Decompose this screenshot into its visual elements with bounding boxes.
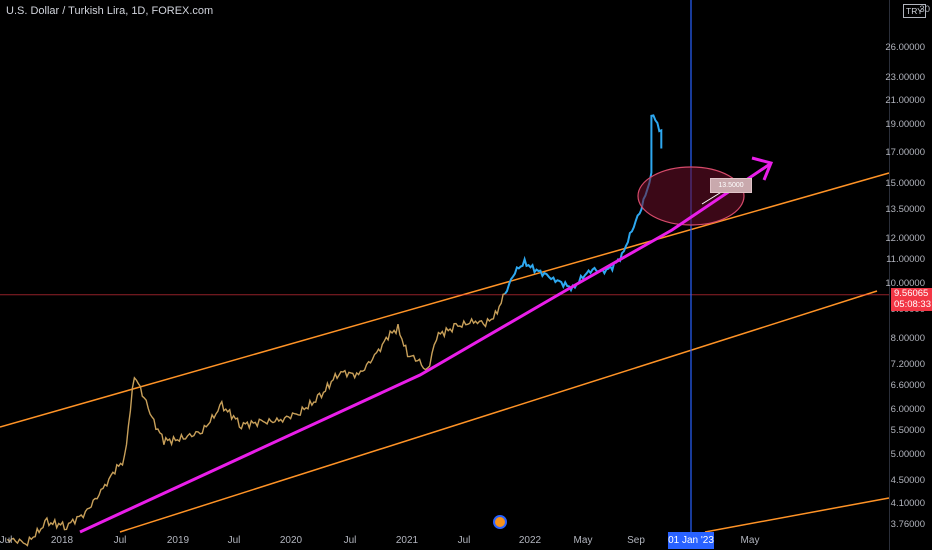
time-tick-label: Jul xyxy=(0,535,13,546)
price-tick-label: 5.00000 xyxy=(890,448,925,460)
time-tick-label: Jul xyxy=(227,535,241,546)
highlighted-date-badge: 01 Jan '23 xyxy=(668,532,714,549)
channel-lower-line xyxy=(704,497,890,533)
time-tick-label: 2021 xyxy=(395,535,419,546)
time-tick-label: 2022 xyxy=(518,535,542,546)
countdown-timer: 05:08:33 xyxy=(894,299,931,310)
current-price-badge: 9.56065 05:08:33 xyxy=(891,288,932,311)
price-tick-label: 13.50000 xyxy=(885,203,925,215)
price-tick-label: 10.00000 xyxy=(885,277,925,289)
price-tick-label: 6.00000 xyxy=(890,403,925,415)
time-tick-label: Sep xyxy=(627,535,645,546)
price-tick-label: 17.00000 xyxy=(885,146,925,158)
price-tick-label: 15.00000 xyxy=(885,177,925,189)
currency-logo-icon[interactable] xyxy=(493,515,507,529)
current-price-value: 9.56065 xyxy=(894,288,929,299)
price-tick-label: 8.00000 xyxy=(890,332,925,344)
price-series xyxy=(6,114,663,547)
price-tick-label: 4.10000 xyxy=(890,497,925,509)
price-tick-label: 7.20000 xyxy=(890,358,925,370)
price-tick-label: 6.60000 xyxy=(890,380,925,392)
projection-price-line xyxy=(504,114,663,295)
price-axis-border xyxy=(889,0,890,550)
time-tick-label: 2020 xyxy=(279,535,303,546)
price-tick-top-fragment: 30 xyxy=(919,4,930,15)
time-tick-label: Jul xyxy=(113,535,127,546)
channel-middle-line xyxy=(119,290,878,533)
price-tick-label: 5.50000 xyxy=(890,425,925,437)
price-tick-label: 19.00000 xyxy=(885,119,925,131)
time-tick-label: Jul xyxy=(343,535,357,546)
currency-badge[interactable]: TRY xyxy=(903,4,926,18)
price-tick-label: 3.76000 xyxy=(890,519,925,530)
trend-arrow-line xyxy=(79,162,771,534)
price-tick-label: 23.00000 xyxy=(885,72,925,84)
time-tick-label: May xyxy=(573,535,593,546)
annotation-label[interactable]: 13.5000 xyxy=(710,178,752,193)
historical-price-line xyxy=(6,293,506,547)
price-tick-label: 26.00000 xyxy=(885,42,925,53)
time-tick-label: 2019 xyxy=(166,535,190,546)
trend-arrow-head-icon xyxy=(751,156,774,181)
chart-title: U.S. Dollar / Turkish Lira, 1D, FOREX.co… xyxy=(6,5,214,17)
price-tick-label: 4.50000 xyxy=(890,474,925,486)
price-tick-label: 21.00000 xyxy=(885,94,925,106)
time-tick-label: 2018 xyxy=(50,535,74,546)
price-tick-label: 12.00000 xyxy=(885,232,925,244)
price-tick-label: 11.00000 xyxy=(886,254,925,266)
time-tick-label: May xyxy=(740,535,760,546)
channel-upper-line xyxy=(0,172,890,428)
trend-channel-lines xyxy=(0,172,890,533)
time-tick-label: Jul xyxy=(457,535,471,546)
